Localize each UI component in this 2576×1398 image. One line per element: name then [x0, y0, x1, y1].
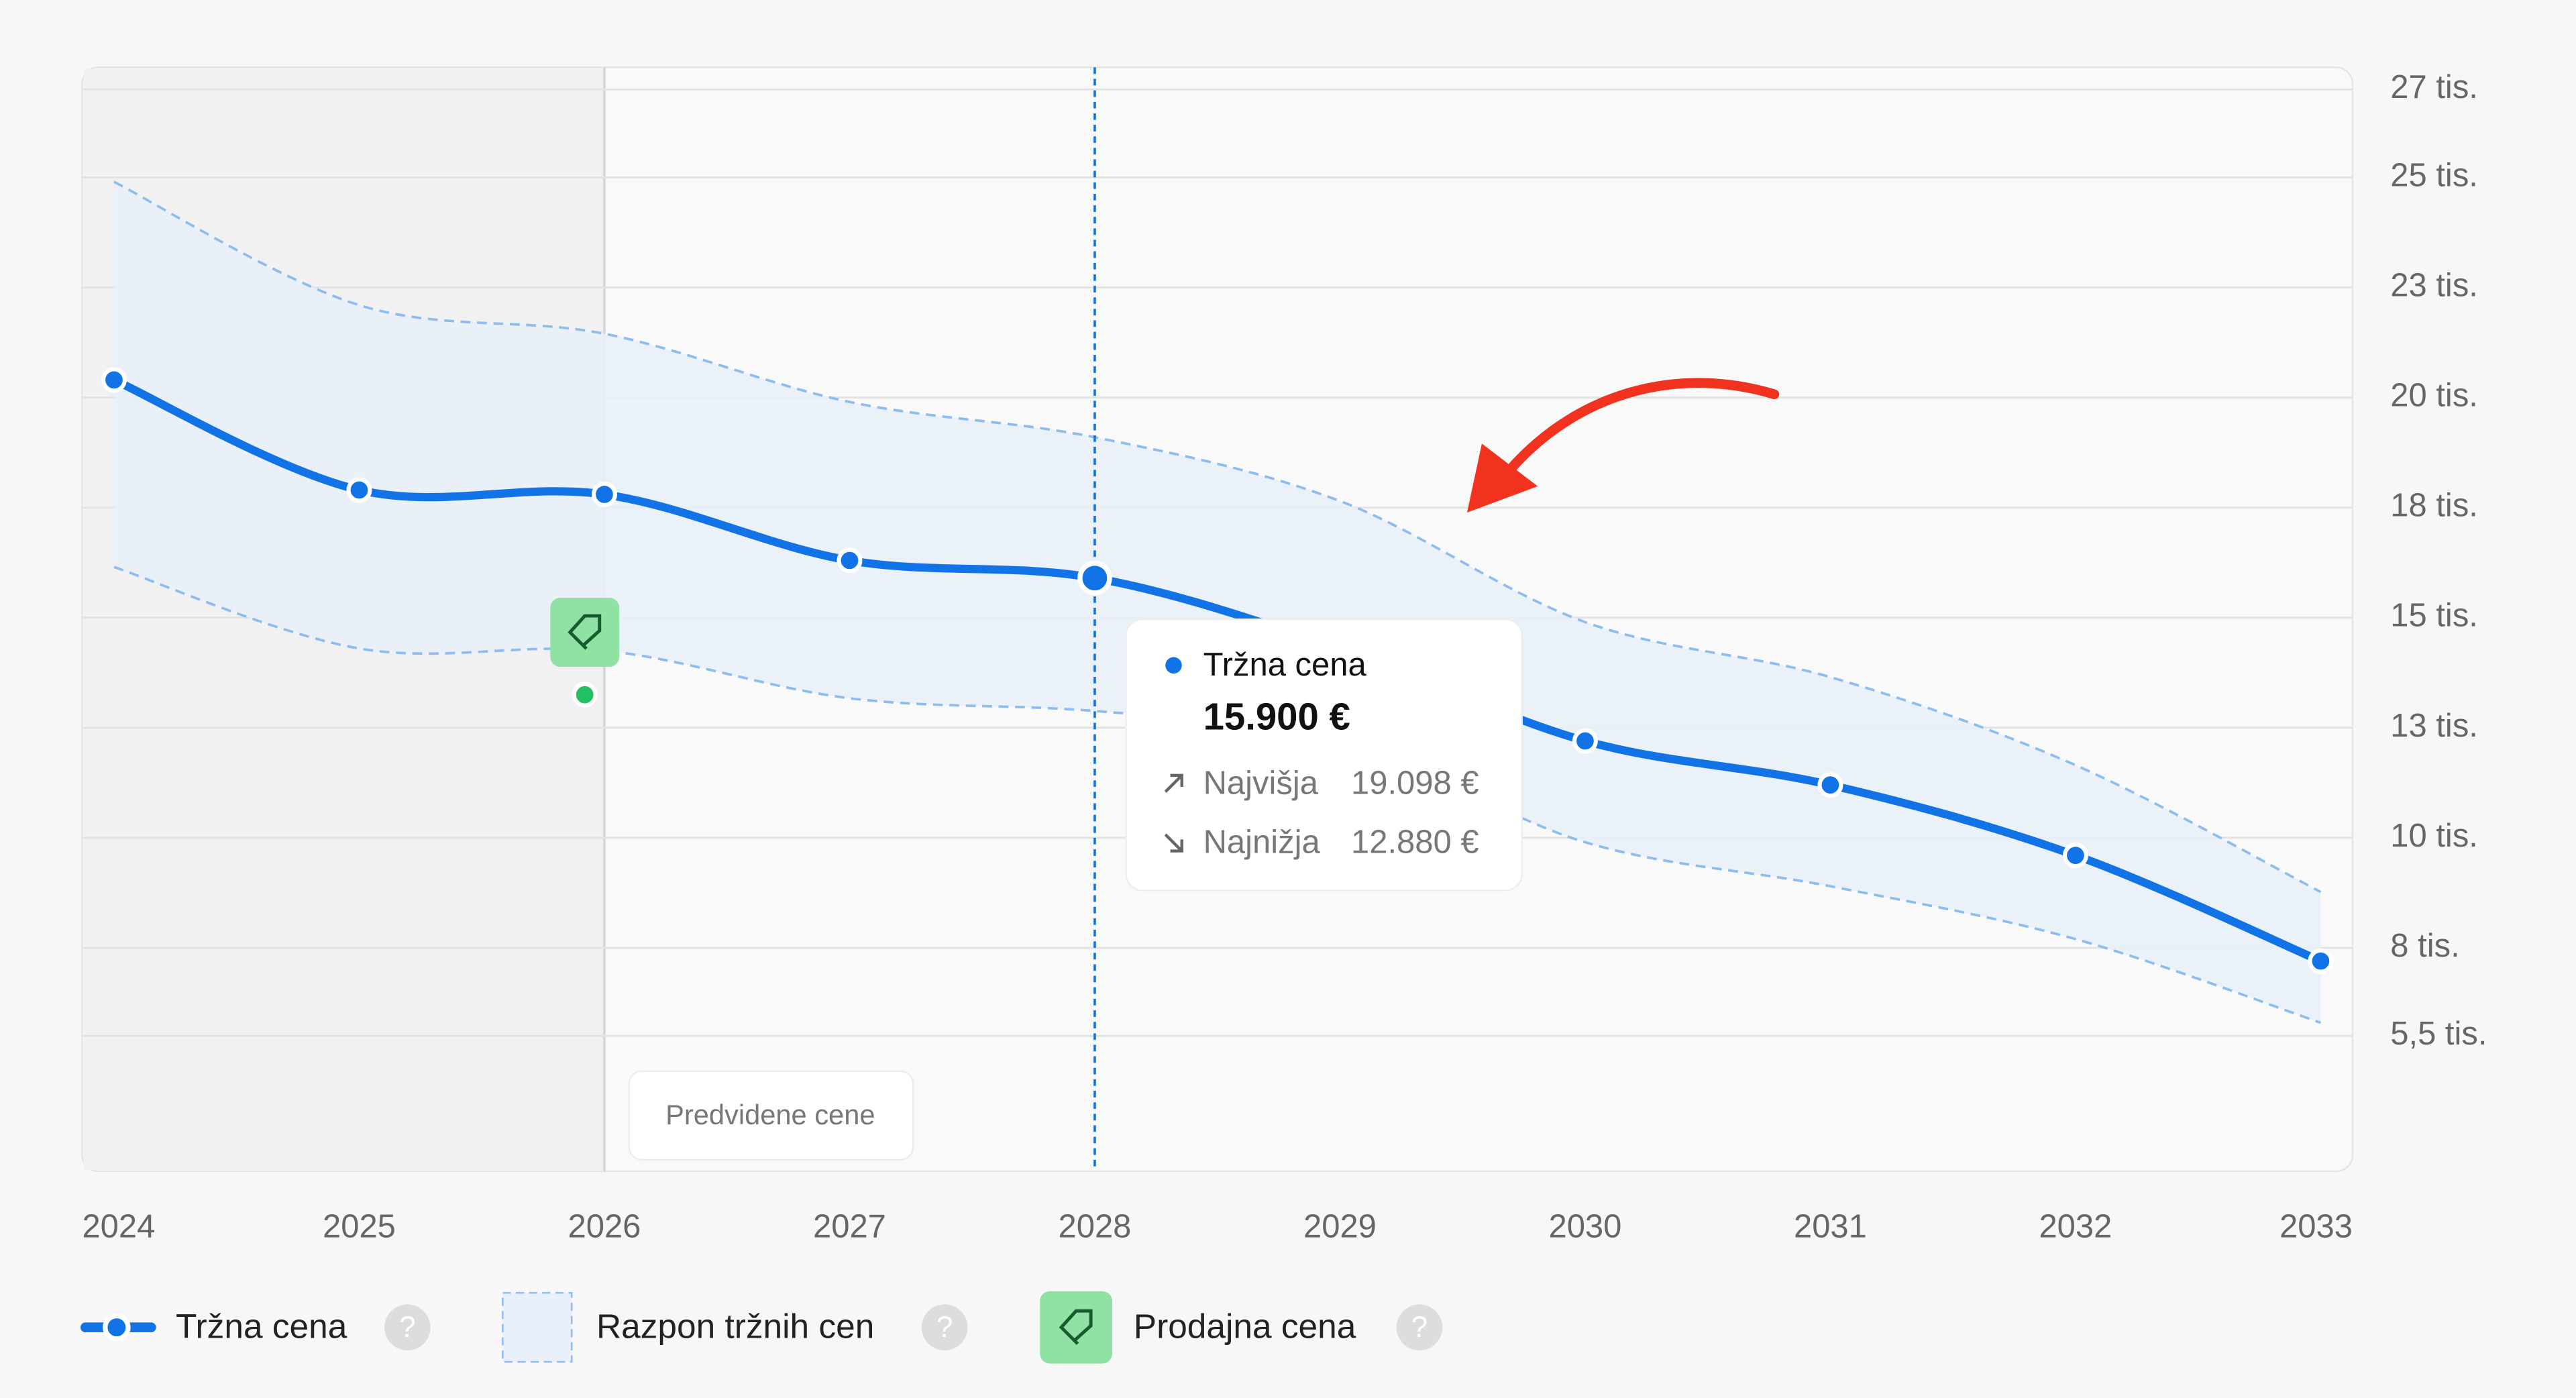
market-price-point — [837, 547, 863, 574]
x-tick-label: 2030 — [1548, 1209, 1621, 1245]
legend-tag-icon — [1040, 1291, 1112, 1364]
tooltip-range-value: 12.880 € — [1351, 824, 1479, 861]
y-tick-label: 10 tis. — [2390, 818, 2478, 854]
x-tick-label: 2026 — [568, 1209, 641, 1245]
y-tick-label: 5,5 tis. — [2390, 1016, 2487, 1052]
legend-label: Tržna cena — [176, 1307, 347, 1346]
y-tick-label: 20 tis. — [2390, 378, 2478, 414]
tag-glyph — [568, 614, 602, 650]
tooltip-range-name: Najnižja — [1203, 824, 1321, 861]
y-tick-label: 23 tis. — [2390, 267, 2478, 303]
market-price-point — [1572, 728, 1598, 754]
x-tick-label: 2025 — [323, 1209, 396, 1245]
legend: Tržna cena ? Razpon tržnih cen ? Prodajn… — [80, 1291, 1443, 1364]
x-tick-label: 2032 — [2039, 1209, 2112, 1245]
market-price-point — [1077, 560, 1112, 596]
y-tick-label: 25 tis. — [2390, 157, 2478, 193]
forecast-label-text: Predvidene cene — [665, 1099, 875, 1130]
tooltip-series: Tržna cena — [1203, 647, 1367, 683]
x-tick-label: 2033 — [2279, 1209, 2353, 1245]
market-price-point — [101, 367, 127, 393]
tooltip-arrow — [1164, 773, 1183, 793]
tooltip-box — [1125, 619, 1523, 892]
help-icon[interactable]: ? — [921, 1304, 968, 1350]
tooltip-range-value: 19.098 € — [1351, 765, 1479, 802]
x-tick-label: 2024 — [82, 1209, 155, 1245]
tag-glyph — [1059, 1309, 1093, 1345]
x-tick-label: 2028 — [1058, 1209, 1131, 1245]
market-price-point — [591, 482, 617, 507]
legend-label: Prodajna cena — [1134, 1307, 1356, 1346]
x-tick-label: 2031 — [1794, 1209, 1867, 1245]
legend-band-icon — [502, 1292, 573, 1363]
tooltip-dot — [1165, 657, 1182, 674]
help-text: ? — [1411, 1311, 1428, 1344]
x-tick-label: 2027 — [813, 1209, 886, 1245]
range-edge-line — [113, 180, 2322, 894]
sale-price-point — [572, 682, 598, 708]
y-tick-label: 18 tis. — [2390, 488, 2478, 524]
market-price-point — [2062, 843, 2088, 869]
forecast-label: Predvidene cene — [628, 1070, 914, 1161]
tooltip-arrow — [1164, 833, 1183, 853]
y-tick-label: 8 tis. — [2390, 928, 2459, 964]
market-price-point — [346, 477, 372, 503]
market-price-line — [109, 376, 2325, 965]
help-text: ? — [936, 1311, 953, 1344]
legend-dot-icon — [103, 1313, 131, 1342]
y-tick-label: 27 tis. — [2390, 69, 2478, 105]
market-price-point — [1817, 772, 1843, 798]
help-icon[interactable]: ? — [1396, 1304, 1443, 1350]
tooltip-value: 15.900 € — [1203, 695, 1350, 737]
legend-label: Razpon tržnih cen — [596, 1307, 874, 1346]
range-edge-line — [113, 566, 2322, 1024]
sale-price-tag — [550, 598, 620, 667]
price-range-band — [113, 182, 2321, 1023]
annotation-arrowhead — [1466, 443, 1538, 513]
market-price-point — [2308, 948, 2334, 974]
forecast-label-box — [628, 1070, 914, 1161]
y-tick-label: 15 tis. — [2390, 598, 2478, 634]
help-text: ? — [399, 1311, 416, 1344]
tooltip-range-name: Najvišja — [1203, 765, 1319, 802]
x-tick-label: 2029 — [1303, 1209, 1377, 1245]
annotation-arrow — [1506, 378, 1780, 474]
tooltip: Tržna cena 15.900 € Najvišja 19.098 € Najniž… — [1125, 619, 1523, 892]
y-tick-label: 13 tis. — [2390, 708, 2478, 744]
help-icon[interactable]: ? — [384, 1304, 431, 1350]
